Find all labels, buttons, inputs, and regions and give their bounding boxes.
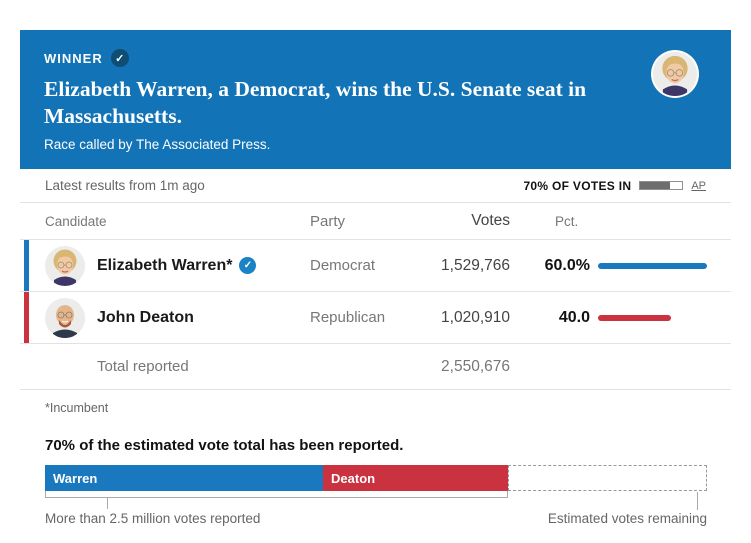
votes-in-meter-fill bbox=[640, 182, 670, 190]
total-label: Total reported bbox=[97, 358, 189, 376]
table-row-warren: Elizabeth Warren* ✓ Democrat 1,529,766 6… bbox=[20, 240, 731, 293]
winner-check-icon: ✓ bbox=[110, 49, 129, 67]
candidate-votes: 1,020,910 bbox=[441, 308, 510, 326]
rep-accent-bar bbox=[24, 292, 29, 344]
segment-label: Deaton bbox=[331, 470, 376, 486]
remaining-label: Estimated votes remaining bbox=[547, 511, 707, 527]
deaton-row-avatar bbox=[45, 297, 85, 338]
warren-reported-segment: Warren bbox=[45, 465, 324, 492]
candidate-party: Democrat bbox=[310, 257, 376, 275]
candidate-votes: 1,529,766 bbox=[441, 256, 510, 274]
reporting-section: 70% of the estimated vote total has been… bbox=[20, 417, 731, 542]
header-party: Party bbox=[310, 212, 346, 230]
ap-source-link[interactable]: AP bbox=[691, 179, 706, 192]
header-candidate: Candidate bbox=[45, 213, 107, 229]
warren-portrait-illustration bbox=[45, 245, 85, 286]
deaton-portrait-illustration bbox=[45, 297, 85, 338]
reporting-bar-wrapper: Warren Deaton More than 2.5 million vote… bbox=[45, 465, 707, 542]
table-row-deaton: John Deaton Republican 1,020,910 40.0 bbox=[20, 292, 731, 345]
candidate-cell: Elizabeth Warren* ✓ bbox=[45, 245, 310, 286]
rep-pct-bar bbox=[598, 314, 672, 321]
status-bar: Latest results from 1m ago 70% OF VOTES … bbox=[20, 169, 731, 204]
candidate-pct: 40.0 bbox=[558, 308, 590, 326]
candidate-cell: John Deaton bbox=[45, 297, 310, 338]
header-votes: Votes bbox=[471, 212, 510, 230]
warren-avatar bbox=[651, 50, 699, 98]
total-votes: 2,550,676 bbox=[441, 357, 510, 375]
winner-banner: WINNER ✓ Elizabeth Warren, a Democrat, w… bbox=[20, 30, 731, 170]
warren-portrait-illustration bbox=[653, 52, 697, 96]
estimated-remaining-segment bbox=[508, 465, 707, 492]
pct-bar-track bbox=[598, 314, 707, 321]
remaining-leader-tick bbox=[697, 492, 698, 511]
winner-line: WINNER ✓ bbox=[44, 49, 707, 67]
candidate-name: Elizabeth Warren* bbox=[97, 256, 233, 274]
reporting-labels: More than 2.5 million votes reported Est… bbox=[45, 511, 707, 542]
reported-bracket bbox=[45, 491, 509, 499]
dem-accent-bar bbox=[24, 240, 29, 292]
deaton-reported-segment: Deaton bbox=[323, 465, 509, 492]
pct-bar-track bbox=[598, 262, 707, 269]
segment-label: Warren bbox=[53, 470, 98, 486]
table-header: Candidate Party Votes Pct. bbox=[20, 203, 731, 241]
votes-in-group: 70% OF VOTES IN AP bbox=[523, 179, 706, 193]
winner-check-icon: ✓ bbox=[239, 257, 257, 275]
warren-row-avatar bbox=[45, 245, 85, 286]
candidate-name: John Deaton bbox=[97, 308, 194, 326]
dem-pct-bar bbox=[598, 262, 707, 269]
reported-leader-tick bbox=[107, 498, 108, 510]
incumbent-footnote: *Incumbent bbox=[45, 401, 109, 416]
candidate-pct: 60.0% bbox=[544, 256, 590, 274]
reporting-bar: Warren Deaton bbox=[45, 465, 707, 492]
reported-label: More than 2.5 million votes reported bbox=[45, 511, 261, 527]
latest-results-text: Latest results from 1m ago bbox=[45, 178, 205, 194]
election-results-card: WINNER ✓ Elizabeth Warren, a Democrat, w… bbox=[20, 30, 731, 543]
race-called-subhead: Race called by The Associated Press. bbox=[44, 137, 271, 153]
winner-label: WINNER bbox=[44, 50, 103, 66]
votes-in-label: 70% OF VOTES IN bbox=[523, 178, 632, 193]
reporting-title: 70% of the estimated vote total has been… bbox=[45, 437, 404, 455]
header-pct: Pct. bbox=[555, 213, 579, 229]
votes-in-meter bbox=[639, 181, 684, 191]
headline: Elizabeth Warren, a Democrat, wins the U… bbox=[44, 77, 587, 128]
candidate-party: Republican bbox=[310, 309, 386, 327]
total-row: Total reported 2,550,676 bbox=[20, 344, 731, 391]
